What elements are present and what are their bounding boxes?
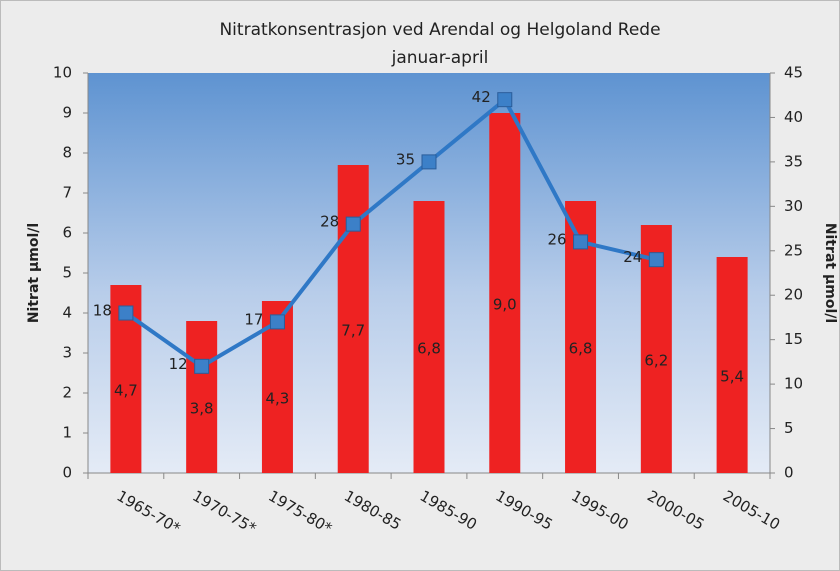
- y-tick-label: 1: [62, 424, 72, 442]
- y2-tick-label: 45: [784, 64, 803, 82]
- bar-value-label: 7,7: [341, 322, 365, 340]
- bar-value-label: 6,8: [569, 340, 593, 358]
- line-value-label: 28: [320, 213, 339, 231]
- y2-tick-label: 20: [784, 286, 803, 304]
- y2-axis-label: Nitrat µmol/l: [822, 223, 838, 323]
- y2-tick-label: 35: [784, 152, 803, 170]
- y-tick-label: 0: [62, 464, 72, 482]
- bar-value-label: 6,2: [644, 352, 668, 370]
- y-tick-label: 10: [53, 64, 72, 82]
- bar-value-label: 4,3: [266, 390, 290, 408]
- y-tick-label: 3: [62, 344, 72, 362]
- y-tick-label: 9: [62, 104, 72, 122]
- y-tick-label: 4: [62, 304, 72, 322]
- bar-value-label: 5,4: [720, 368, 744, 386]
- y2-tick-label: 0: [784, 464, 794, 482]
- bar: [489, 113, 521, 473]
- y-tick-label: 7: [62, 184, 72, 202]
- line-marker: [269, 314, 285, 330]
- line-marker: [345, 216, 361, 232]
- y2-tick-label: 15: [784, 330, 803, 348]
- line-marker: [648, 252, 664, 268]
- bar-value-label: 9,0: [493, 296, 517, 314]
- bar: [413, 201, 445, 473]
- line-value-label: 42: [472, 88, 491, 106]
- y-axis-label: Nitrat µmol/l: [26, 223, 42, 323]
- y2-tick-label: 30: [784, 197, 803, 215]
- y2-tick-label: 40: [784, 108, 803, 126]
- line-value-label: 17: [244, 310, 263, 328]
- y-tick-label: 8: [62, 144, 72, 162]
- line: [124, 96, 657, 369]
- line-value-label: 35: [396, 150, 415, 168]
- line-value-label: 26: [547, 230, 566, 248]
- bar: [337, 165, 369, 473]
- line-marker: [573, 234, 589, 250]
- bar-value-label: 4,7: [114, 382, 138, 400]
- line-value-label: 12: [169, 355, 188, 373]
- line-marker: [421, 154, 437, 170]
- bar: [716, 257, 748, 473]
- bar-value-label: 3,8: [190, 400, 214, 418]
- y2-tick-label: 25: [784, 241, 803, 259]
- y2-tick-label: 5: [784, 419, 794, 437]
- line-value-label: 18: [93, 302, 112, 320]
- chart-subtitle: januar-april: [391, 48, 489, 68]
- line-value-label: 24: [623, 248, 642, 266]
- bar-value-label: 6,8: [417, 340, 441, 358]
- y-tick-label: 5: [62, 264, 72, 282]
- line-marker: [118, 305, 134, 321]
- chart-title: Nitratkonsentrasjon ved Arendal og Helgo…: [219, 20, 660, 40]
- line-marker: [497, 92, 513, 108]
- y2-tick-label: 10: [784, 375, 803, 393]
- bar: [186, 321, 218, 473]
- y-tick-label: 2: [62, 384, 72, 402]
- y-tick-label: 6: [62, 224, 72, 242]
- line-marker: [194, 358, 210, 374]
